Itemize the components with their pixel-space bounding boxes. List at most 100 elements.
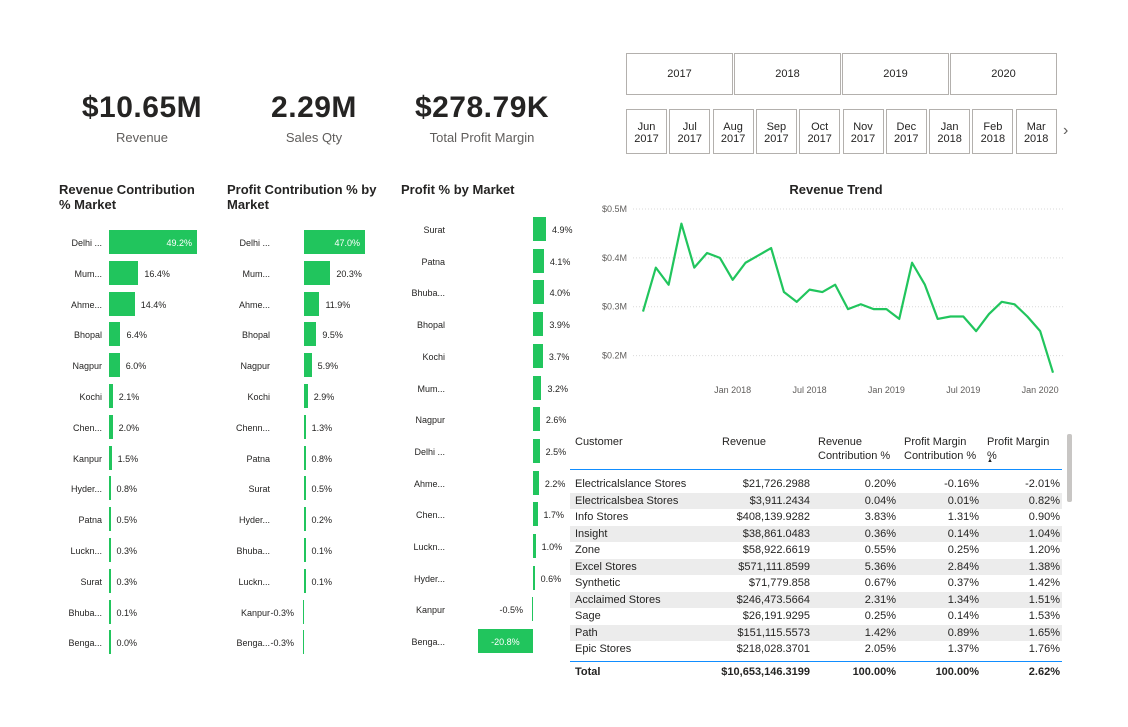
- bar[interactable]: [109, 445, 112, 470]
- bar[interactable]: [533, 280, 544, 305]
- kpi-profit-margin: $278.79K Total Profit Margin: [402, 90, 562, 145]
- bar-category-label: Bhopal: [241, 330, 270, 341]
- year-slicer-2018[interactable]: 2018: [734, 53, 841, 95]
- bar[interactable]: [109, 260, 139, 285]
- header-profit-margin-contribution[interactable]: Profit Margin Contribution %: [904, 435, 976, 463]
- bar[interactable]: [109, 230, 197, 254]
- table-row[interactable]: Sage $26,191.9295 0.25% 0.14% 1.53%: [570, 608, 1062, 625]
- bar[interactable]: [109, 538, 111, 562]
- bar[interactable]: [302, 599, 304, 624]
- bar[interactable]: [533, 407, 540, 432]
- bar[interactable]: [304, 507, 306, 532]
- bar-data-label: 0.3%: [116, 576, 138, 587]
- bar[interactable]: [304, 568, 306, 593]
- kpi-value: $10.65M: [81, 91, 203, 124]
- bar[interactable]: [304, 414, 306, 439]
- month-slicer-item[interactable]: Jul 2017: [669, 109, 711, 154]
- bar[interactable]: [533, 343, 543, 368]
- bar-data-label: 0.1%: [116, 607, 138, 618]
- year-slicer-2017[interactable]: 2017: [626, 53, 733, 95]
- bar[interactable]: [304, 353, 312, 378]
- bar-data-label: 2.2%: [544, 478, 566, 489]
- header-revenue-contribution[interactable]: Revenue Contribution %: [818, 435, 890, 463]
- bar[interactable]: [304, 538, 306, 562]
- month-slicer-item[interactable]: Oct 2017: [799, 109, 841, 154]
- month-label: Jul: [682, 121, 697, 133]
- bar[interactable]: [302, 630, 304, 655]
- bar[interactable]: [304, 476, 306, 501]
- table-row[interactable]: Epic Stores $218,028.3701 2.05% 1.37% 1.76%: [570, 641, 1062, 658]
- bar[interactable]: [109, 384, 113, 408]
- month-year-label: 2017: [634, 133, 659, 145]
- table-scrollbar[interactable]: [1067, 434, 1072, 502]
- bar[interactable]: [531, 597, 533, 622]
- sort-ascending-icon[interactable]: ▲: [987, 458, 993, 464]
- bar-data-label: 4.1%: [549, 256, 571, 267]
- year-slicer-2020[interactable]: 2020: [950, 53, 1057, 95]
- header-revenue[interactable]: Revenue: [722, 436, 767, 448]
- bar-data-label: 1.0%: [541, 542, 563, 552]
- bar[interactable]: [533, 565, 535, 590]
- bar[interactable]: [109, 599, 111, 624]
- bar[interactable]: [109, 568, 111, 593]
- header-line: Contribution %: [904, 450, 977, 462]
- bar-category-label: Luckn...: [70, 546, 102, 556]
- bar[interactable]: [304, 322, 317, 347]
- bar[interactable]: [533, 217, 546, 241]
- bar[interactable]: [533, 470, 539, 495]
- header-customer[interactable]: Customer: [575, 436, 623, 448]
- bar[interactable]: [109, 507, 111, 532]
- bar[interactable]: [304, 230, 365, 254]
- month-slicer-item[interactable]: Jun 2017: [626, 109, 667, 154]
- bar-category-label: Kanpur: [240, 607, 270, 618]
- table-row[interactable]: Zone $58,922.6619 0.55% 0.25% 1.20%: [570, 542, 1062, 559]
- table-row[interactable]: Excel Stores $571,111.8599 5.36% 2.84% 1.38%: [570, 558, 1062, 575]
- table-row[interactable]: Synthetic $71,779.858 0.67% 0.37% 1.42%: [570, 575, 1062, 592]
- table-row[interactable]: Acclaimed Stores $246,473.5664 2.31% 1.34% 1…: [570, 591, 1062, 608]
- bar[interactable]: [533, 502, 538, 527]
- year-slicer-2019[interactable]: 2019: [842, 53, 949, 95]
- table-row[interactable]: Insight $38,861.0483 0.36% 0.14% 1.04%: [570, 525, 1062, 542]
- total-value-cell: $10,653,146.3199: [721, 665, 810, 678]
- bar[interactable]: [533, 375, 542, 400]
- chevron-right-icon[interactable]: ›: [1063, 122, 1069, 139]
- bar[interactable]: [304, 291, 320, 316]
- header-profit-margin-pct[interactable]: Profit Margin %: [987, 436, 1050, 462]
- value-cell: 5.36%: [864, 560, 896, 573]
- bar[interactable]: [533, 312, 544, 337]
- table-row[interactable]: Path $151,115.5573 1.42% 0.89% 1.65%: [570, 624, 1062, 641]
- bar-data-label: 20.3%: [336, 268, 362, 279]
- customer-name-cell: Acclaimed Stores: [575, 593, 661, 606]
- month-slicer-item[interactable]: Nov 2017: [842, 109, 884, 154]
- bar[interactable]: [109, 476, 111, 501]
- month-slicer-item[interactable]: Jan 2018: [929, 109, 971, 154]
- customer-name-cell: Synthetic: [575, 577, 621, 589]
- bar[interactable]: [109, 291, 135, 316]
- month-slicer-item[interactable]: Dec 2017: [885, 109, 927, 154]
- value-cell: 0.20%: [864, 478, 896, 490]
- month-slicer-item[interactable]: Mar 2018: [1015, 109, 1057, 154]
- profit-contribution-title: Profit Contribution % by Market: [227, 182, 377, 212]
- bar[interactable]: [109, 353, 120, 378]
- month-slicer-item[interactable]: Feb 2018: [972, 109, 1014, 154]
- table-row[interactable]: Electricalsbea Stores $3,911.2434 0.04% 0.0…: [570, 492, 1062, 509]
- value-cell: 0.36%: [864, 527, 896, 540]
- table-header: Customer Revenue Revenue Contribution % …: [570, 430, 1062, 470]
- bar[interactable]: [533, 248, 544, 273]
- table-row[interactable]: Info Stores $408,139.9282 3.83% 1.31% 0.90%: [570, 509, 1062, 526]
- value-cell: -2.01%: [1025, 478, 1060, 490]
- y-tick-label: $0.2M: [602, 351, 627, 361]
- bar[interactable]: [533, 438, 540, 463]
- bar[interactable]: [304, 260, 331, 285]
- month-slicer-item[interactable]: Sep 2017: [755, 109, 797, 154]
- bar[interactable]: [109, 630, 111, 655]
- bar[interactable]: [477, 629, 533, 654]
- bar-category-label: Bhopal: [416, 320, 445, 331]
- bar[interactable]: [304, 445, 306, 470]
- month-slicer-item[interactable]: Aug 2017: [712, 109, 754, 154]
- bar[interactable]: [304, 384, 308, 408]
- table-row[interactable]: Electricalslance Stores $21,726.2988 0.20%…: [570, 476, 1062, 493]
- bar[interactable]: [109, 322, 121, 347]
- bar[interactable]: [533, 534, 536, 558]
- bar[interactable]: [109, 414, 113, 439]
